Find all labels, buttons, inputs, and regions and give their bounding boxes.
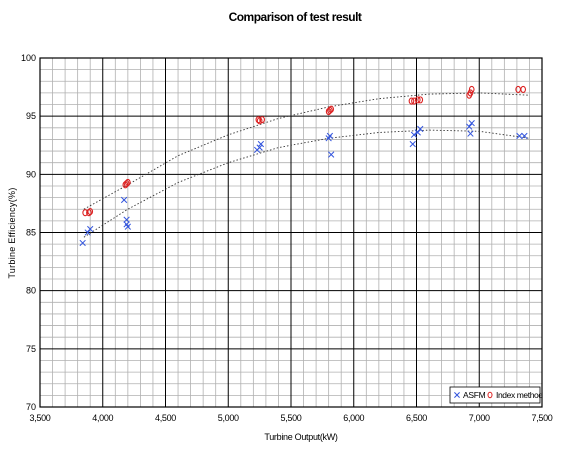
trendlines <box>83 92 530 238</box>
chart-title: Comparison of test result <box>229 10 362 24</box>
asfm-point <box>468 119 475 127</box>
asfm-point <box>328 151 335 158</box>
index-method-point <box>86 209 92 217</box>
asfm-point-stroke <box>256 144 263 151</box>
asfm-point <box>414 129 421 136</box>
asfm-point <box>84 229 91 236</box>
index-method-point <box>327 106 333 114</box>
index-method-point <box>520 85 527 93</box>
x-tick-label: 3,500 <box>29 413 50 423</box>
y-tick-label: 90 <box>26 169 36 179</box>
index-method-point <box>124 178 131 187</box>
tick-labels: 3,500 4,000 4,500 5,000 5,500 6,000 6,500 7,000… <box>21 53 553 423</box>
asfm-point <box>120 196 128 204</box>
y-tick-label: 100 <box>21 53 36 63</box>
asfm-point-stroke <box>516 132 523 140</box>
asfm-point-stroke <box>417 125 424 133</box>
legend: ASFM Index method <box>449 386 544 404</box>
x-tick-label: 7,500 <box>531 413 552 423</box>
index-method-point <box>408 97 415 105</box>
trendline <box>83 129 530 238</box>
asfm-point-stroke <box>414 129 421 136</box>
asfm-point <box>326 132 334 140</box>
asfm-point-stroke <box>410 131 418 138</box>
asfm-point <box>417 125 424 133</box>
x-tick-label: 7,000 <box>469 413 490 423</box>
x-tick-label: 4,500 <box>155 413 176 423</box>
x-tick-label: 6,500 <box>406 413 427 423</box>
asfm-point-stroke <box>123 221 130 228</box>
index-method-point <box>87 208 94 216</box>
asfm-point <box>87 225 94 233</box>
asfm-point-stroke <box>124 223 132 230</box>
asfm-point <box>257 140 265 148</box>
asfm-point-stroke <box>521 132 528 140</box>
asfm-point-stroke <box>120 196 128 204</box>
index-method-point <box>417 96 424 104</box>
y-axis-label: Turbine Efficiency(%) <box>7 187 17 278</box>
legend-index-marker <box>487 391 493 399</box>
asfm-point <box>521 132 528 140</box>
asfm-point-stroke <box>257 140 265 148</box>
y-tick-label: 85 <box>26 228 36 238</box>
asfm-point-stroke <box>467 130 474 137</box>
x-tick-label: 4,000 <box>92 413 113 423</box>
legend-box <box>449 386 541 404</box>
legend-asfm-label: ASFM <box>463 390 486 400</box>
y-tick-label: 80 <box>26 286 36 296</box>
asfm-point <box>124 223 132 230</box>
asfm-point <box>516 132 523 140</box>
asfm-point <box>466 123 473 130</box>
index-method-point <box>467 89 474 97</box>
plot-border <box>39 57 543 408</box>
asfm-point <box>256 144 263 151</box>
index-method-point <box>328 105 335 113</box>
index-method-point <box>468 85 475 93</box>
asfm-point <box>123 216 130 223</box>
y-tick-label: 95 <box>26 111 36 121</box>
grid <box>39 57 543 408</box>
index-method-point <box>255 116 262 124</box>
x-tick-label: 5,000 <box>218 413 239 423</box>
index-method-point <box>411 97 417 105</box>
trendline <box>83 92 530 210</box>
index-method-point <box>259 116 265 124</box>
asfm-point-stroke <box>409 140 416 148</box>
asfm-point <box>467 130 474 137</box>
asfm-point-stroke <box>328 151 335 158</box>
asfm-point-stroke <box>466 123 473 130</box>
y-tick-label: 75 <box>26 344 36 354</box>
asfm-point <box>409 140 416 148</box>
index-method-point <box>123 180 130 188</box>
asfm-point-stroke <box>123 216 130 223</box>
index-method-point <box>414 96 421 104</box>
asfm-point-stroke <box>326 132 334 140</box>
y-tick-label: 70 <box>26 402 36 412</box>
x-tick-label: 5,500 <box>280 413 301 423</box>
legend-index-label: Index method <box>496 390 543 400</box>
asfm-point <box>79 239 86 247</box>
legend-asfm-marker <box>454 392 460 398</box>
asfm-point-stroke <box>79 239 86 247</box>
data-points <box>79 85 528 247</box>
x-tick-label: 6,000 <box>343 413 364 423</box>
asfm-point <box>410 131 418 138</box>
x-axis-label: Turbine Output(kW) <box>264 432 338 442</box>
asfm-point-stroke <box>87 225 94 233</box>
asfm-point-stroke <box>468 119 475 127</box>
asfm-point-stroke <box>84 229 91 236</box>
